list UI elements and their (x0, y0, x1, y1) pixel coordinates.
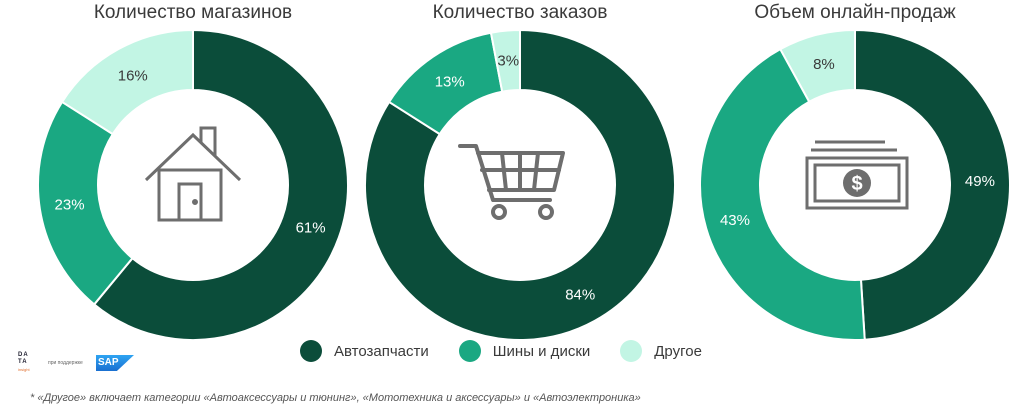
legend-swatch (300, 340, 322, 362)
legend-item-tires: Шины и диски (458, 340, 591, 362)
chart-panel-orders: Количество заказов 84% 13% 3% (350, 0, 690, 341)
donut-slice-3 (60, 28, 194, 136)
support-text: при поддержке (48, 360, 83, 366)
legend-label: Шины и диски (492, 342, 591, 360)
legend-item-autoparts: Автозапчасти (300, 340, 429, 362)
slice-value-label: 43% (720, 212, 750, 229)
donut-slice-1 (854, 28, 1011, 341)
chart-panel-online-sales: Объем онлайн-продаж 49% 43% 8% $ (685, 0, 1024, 341)
footnote: * «Другое» включает категории «Автоаксес… (30, 392, 641, 404)
sap-logo: SAP (96, 355, 134, 371)
shopping-cart-icon (458, 144, 565, 220)
slice-value-label: 84% (565, 287, 595, 304)
donut-slice-1 (364, 28, 676, 341)
svg-text:$: $ (851, 173, 862, 195)
slice-value-label: 49% (965, 173, 995, 190)
sap-logo-text: SAP (98, 357, 119, 368)
slice-value-label: 16% (118, 67, 148, 84)
legend-item-other: Другое (620, 340, 702, 362)
donut-chart-orders: 84% 13% 3% (364, 28, 676, 341)
donut-slice-3 (489, 28, 521, 93)
chart-panel-stores: Количество магазинов 61% 23% 16% (23, 0, 363, 341)
slice-value-label: 3% (497, 53, 519, 70)
house-icon (144, 126, 242, 222)
chart-title: Количество магазинов (93, 2, 293, 23)
legend-swatch (620, 340, 643, 362)
donut-slice-2 (37, 100, 134, 306)
chart-title: Объем онлайн-продаж (754, 2, 956, 23)
data-logo-text: DA TA (18, 352, 29, 365)
donut-slice-1 (92, 28, 349, 341)
legend-swatch (458, 340, 481, 362)
donut-slice-2 (699, 47, 866, 341)
data-insight-logo: DA TA insight (18, 352, 40, 374)
slice-value-label: 8% (813, 56, 835, 73)
slice-value-label: 13% (435, 74, 465, 91)
money-bills-icon: $ (805, 140, 909, 210)
legend-label: Автозапчасти (334, 342, 429, 360)
data-logo-subtext: insight (18, 367, 30, 372)
donut-chart-online-sales: 49% 43% 8% $ (699, 28, 1011, 341)
slice-value-label: 23% (55, 197, 85, 214)
donut-chart-stores: 61% 23% 16% (37, 28, 349, 341)
donut-slice-3 (778, 28, 856, 104)
chart-legend: Автозапчасти Шины и диски Другое (300, 338, 760, 364)
chart-title: Количество заказов (432, 2, 608, 23)
legend-label: Другое (654, 342, 702, 360)
slice-value-label: 61% (296, 219, 326, 236)
